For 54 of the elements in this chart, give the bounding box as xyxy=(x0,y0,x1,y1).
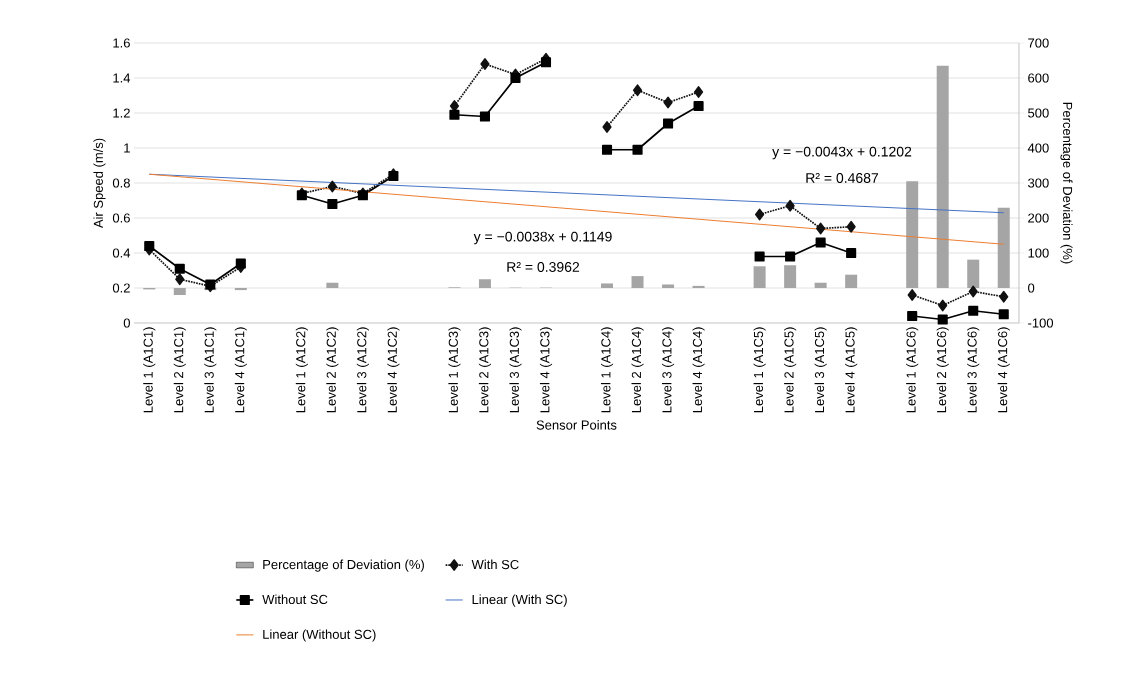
x-tick-label: Level 1 (A1C2) xyxy=(295,327,308,413)
legend-label: Linear (With SC) xyxy=(472,594,567,607)
y2-tick-label: 200 xyxy=(1028,213,1049,223)
annotation: R² = 0.3962 xyxy=(507,262,580,272)
y2-tick-label: 700 xyxy=(1028,38,1049,48)
x-tick-label: Level 2 (A1C1) xyxy=(173,327,186,413)
x-tick-label: Level 2 (A1C6) xyxy=(936,327,949,413)
x-axis-title: Sensor Points xyxy=(536,420,617,430)
x-tick-label: Level 1 (A1C6) xyxy=(906,327,919,413)
x-tick-label: Level 2 (A1C5) xyxy=(784,327,797,413)
y2-tick-label: 500 xyxy=(1028,108,1049,118)
y-tick-label: 1.6 xyxy=(113,38,130,48)
x-tick-label: Level 4 (A1C6) xyxy=(997,327,1010,413)
x-tick-label: Level 4 (A1C3) xyxy=(539,327,553,413)
y2-tick-label: 100 xyxy=(1028,248,1049,258)
y-tick-label: 0.2 xyxy=(112,283,130,293)
x-tick-label: Level 1 (A1C4) xyxy=(600,327,614,413)
y-tick-label: 1.2 xyxy=(113,108,130,118)
legend-label: Linear (Without SC) xyxy=(263,629,376,642)
y-tick-label: 0.4 xyxy=(112,248,131,258)
y-tick-label: 1 xyxy=(124,143,130,153)
x-tick-label: Level 4 (A1C5) xyxy=(845,327,858,413)
legend-label: With SC xyxy=(471,559,519,570)
x-tick-label: Level 3 (A1C5) xyxy=(814,327,827,413)
y2-tick-label: 300 xyxy=(1028,178,1049,188)
y-tick-label: 0 xyxy=(123,318,130,328)
annotation: R² = 0.4687 xyxy=(806,173,879,183)
y2-tick-label: 400 xyxy=(1027,143,1049,153)
x-tick-label: Level 4 (A1C2) xyxy=(387,327,400,413)
x-tick-label: Level 1 (A1C5) xyxy=(753,327,766,413)
y2-tick-label: 600 xyxy=(1028,73,1049,83)
x-tick-label: Level 2 (A1C4) xyxy=(631,327,644,413)
x-tick-label: Level 2 (A1C3) xyxy=(478,327,492,413)
x-tick-label: Level 4 (A1C4) xyxy=(692,327,705,413)
y2-axis-title: Percentage of Deviation (%) xyxy=(1060,102,1073,264)
legend-label: Percentage of Deviation (%) xyxy=(263,559,424,572)
x-tick-label: Level 1 (A1C1) xyxy=(143,327,156,413)
x-tick-label: Level 3 (A1C4) xyxy=(661,327,675,413)
x-tick-label: Level 3 (A1C1) xyxy=(204,327,217,413)
annotation: y = −0.0043x + 0.1202 xyxy=(772,146,912,160)
x-tick-label: Level 2 (A1C2) xyxy=(326,327,339,413)
y2-tick-label: 0 xyxy=(1028,283,1035,293)
annotation: y = −0.0038x + 0.1149 xyxy=(473,231,612,245)
x-tick-label: Level 4 (A1C1) xyxy=(234,327,247,413)
y-axis-title: Air Speed (m/s) xyxy=(93,138,106,229)
y-tick-label: 1.4 xyxy=(113,73,131,83)
x-tick-label: Level 1 (A1C3) xyxy=(448,327,461,413)
x-tick-label: Level 3 (A1C6) xyxy=(967,327,980,413)
y-tick-label: 0.8 xyxy=(112,178,130,188)
legend-label: Without SC xyxy=(262,594,328,605)
y-tick-label: 0.6 xyxy=(112,213,130,223)
y2-tick-label: -100 xyxy=(1028,318,1054,328)
x-tick-label: Level 3 (A1C2) xyxy=(356,327,369,413)
x-tick-label: Level 3 (A1C3) xyxy=(509,327,522,413)
